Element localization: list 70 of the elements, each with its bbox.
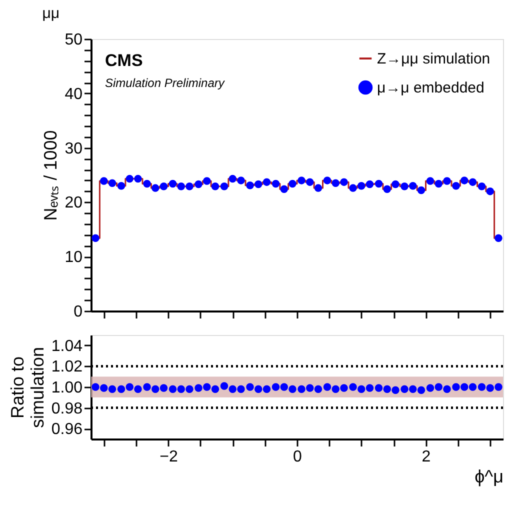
- point: [143, 180, 151, 188]
- point: [272, 180, 280, 188]
- y-tick-label: 1.00: [51, 380, 83, 396]
- point: [186, 182, 194, 190]
- x-tick-label: 0: [293, 448, 302, 466]
- point: [443, 177, 451, 185]
- point: [228, 174, 236, 183]
- x-tick-label: 2: [422, 448, 431, 466]
- annotation: CMS: [105, 51, 143, 70]
- point: [211, 182, 220, 190]
- point: [220, 182, 228, 190]
- point: [152, 184, 160, 192]
- point: [468, 178, 477, 186]
- point: [340, 178, 348, 186]
- point: [134, 174, 142, 183]
- point: [349, 184, 357, 192]
- point: [298, 176, 306, 184]
- x-axis-title: ϕ^μ: [474, 466, 504, 486]
- y-tick-label: 10: [64, 249, 83, 266]
- legend-label: μ→μ embedded: [377, 80, 484, 96]
- point: [332, 179, 340, 188]
- point: [306, 178, 314, 186]
- point: [246, 181, 254, 190]
- chart-title: μμ: [42, 5, 60, 22]
- point: [168, 180, 177, 188]
- point: [288, 180, 296, 188]
- point: [194, 180, 202, 188]
- point: [392, 180, 400, 188]
- point: [383, 185, 391, 194]
- y-tick-label: 0.98: [51, 400, 83, 418]
- point: [358, 182, 366, 190]
- point: [452, 182, 460, 190]
- point: [160, 182, 168, 190]
- point: [177, 182, 185, 190]
- point: [100, 177, 108, 185]
- point: [126, 174, 134, 183]
- point: [400, 182, 408, 190]
- point: [92, 234, 100, 242]
- point: [417, 186, 426, 194]
- y-tick-label: 40: [64, 86, 83, 103]
- point: [237, 176, 245, 184]
- legend-label: Z→μμ simulation: [377, 50, 490, 68]
- y-tick-label: 0.96: [51, 421, 83, 438]
- point: [486, 187, 494, 196]
- y-axis-title: Ratio to simulation: [7, 346, 48, 428]
- y-tick-label: 50: [64, 32, 83, 48]
- point: [323, 176, 332, 184]
- y-tick-label: 1.04: [51, 338, 83, 355]
- point: [314, 184, 322, 192]
- point: [203, 177, 211, 185]
- point: [262, 178, 271, 186]
- point: [254, 180, 262, 188]
- point: [494, 234, 502, 242]
- y-axis-title: Nₑᵥₜₛ / 1000: [40, 130, 61, 221]
- point: [426, 177, 434, 185]
- point: [409, 182, 417, 190]
- point: [117, 182, 126, 190]
- x-tick-label: −2: [160, 448, 178, 466]
- point: [460, 176, 468, 184]
- y-tick-label: 1.02: [51, 358, 83, 376]
- point: [366, 180, 374, 188]
- annotation: Simulation Preliminary: [105, 76, 226, 90]
- point: [478, 182, 486, 190]
- point: [108, 179, 116, 188]
- y-tick-label: 30: [64, 140, 83, 158]
- point: [434, 180, 442, 188]
- point: [280, 185, 288, 194]
- point: [374, 180, 383, 188]
- y-tick-label: 0: [74, 304, 83, 320]
- y-tick-label: 20: [64, 194, 83, 212]
